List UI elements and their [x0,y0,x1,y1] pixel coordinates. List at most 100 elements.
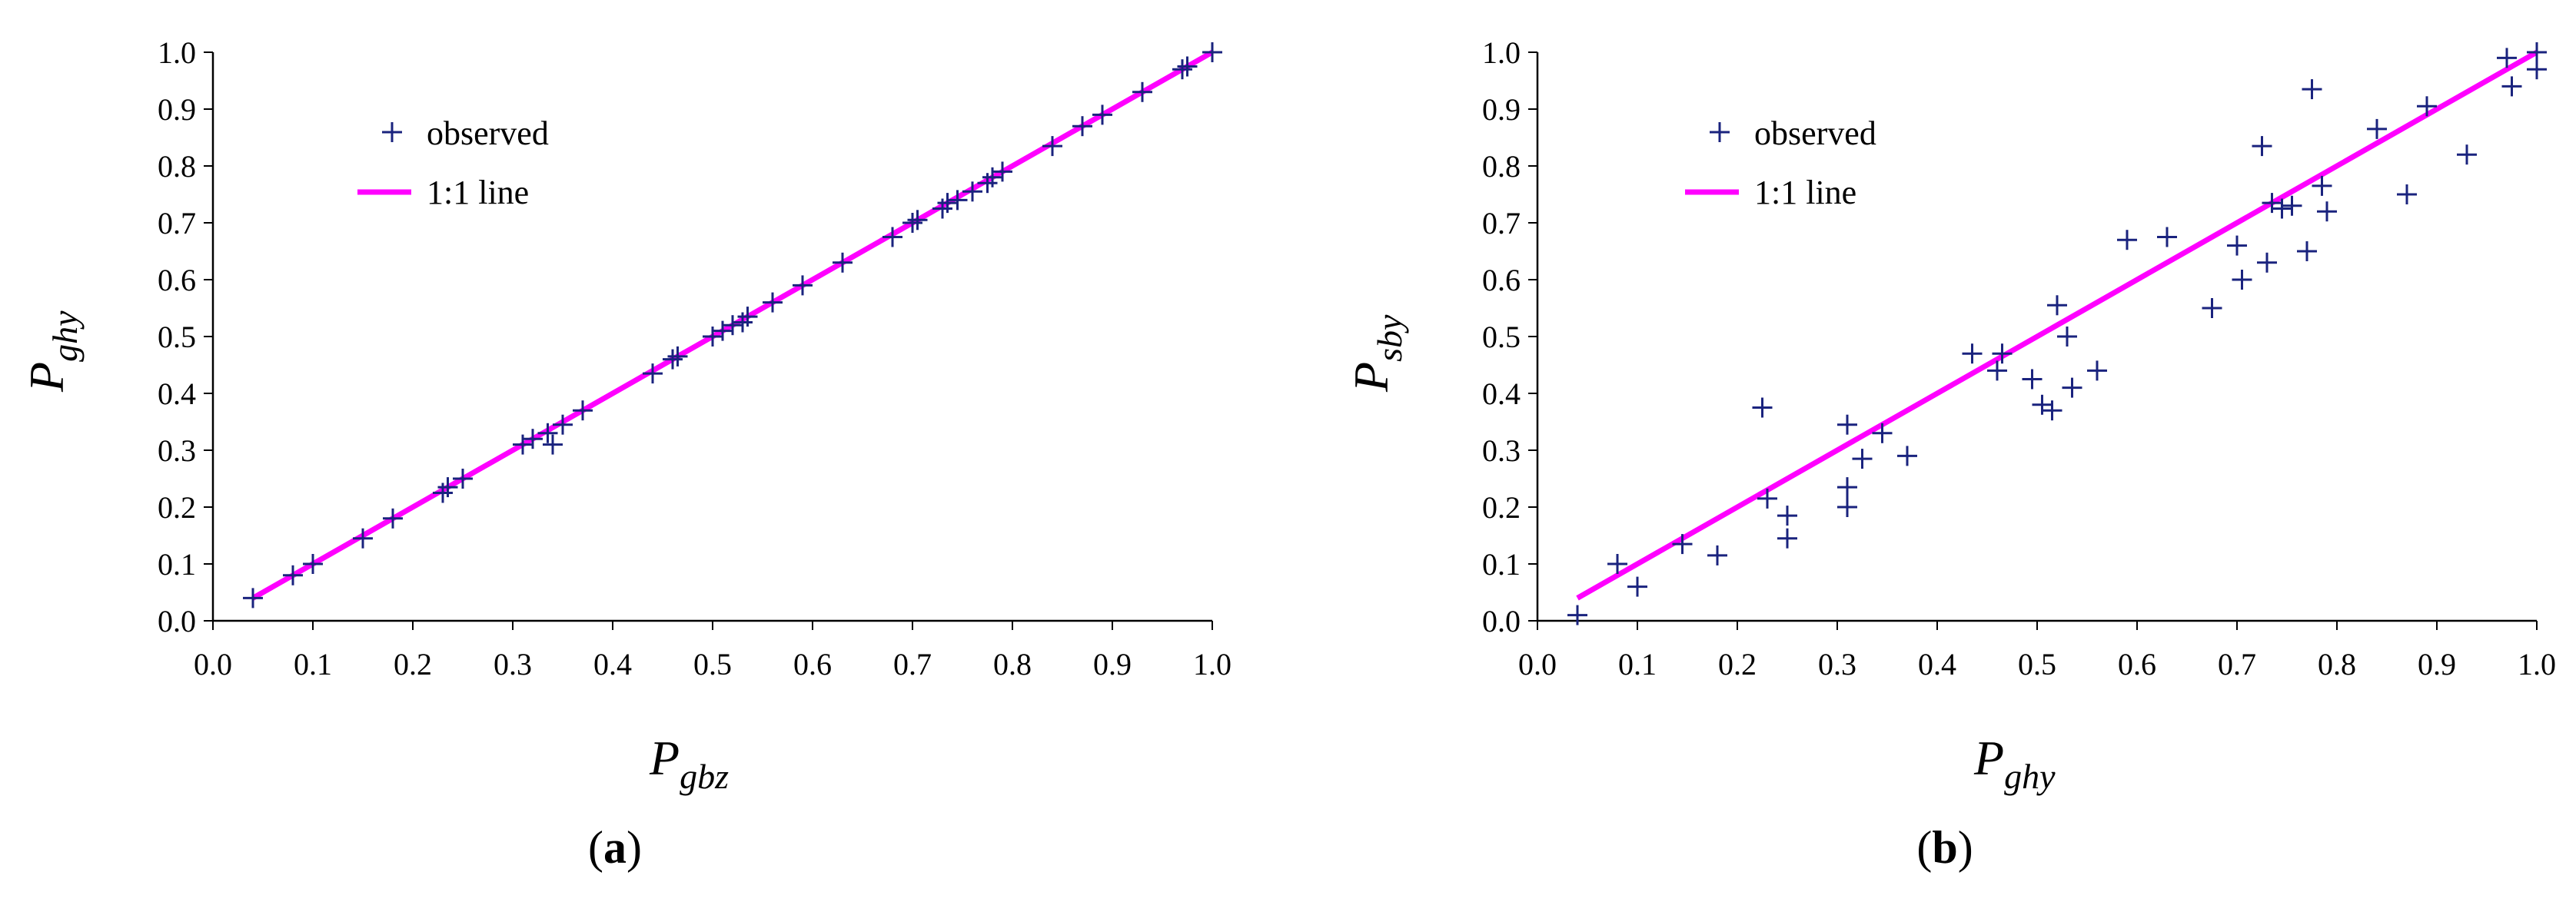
y-axis-title-b: Psby [1344,314,1409,393]
data-point [667,346,688,366]
data-point [763,292,783,313]
data-point [1992,343,2013,364]
x-tick-label: 0.8 [2318,647,2356,681]
data-point [283,565,303,585]
panel-a: 0.0 0.1 0.2 0.3 0.4 0.5 0.6 0.7 0.8 0.9 1.0 0.0 0.1 0… [19,35,1231,873]
axes-b: 0.0 0.1 0.2 0.3 0.4 0.5 0.6 0.7 0.8 0.9 1.0 0.0 0.1 0… [1482,35,2556,681]
data-point [2032,394,2052,415]
data-point [2527,59,2547,80]
y-tick-label: 0.8 [1482,149,1521,184]
x-tick-label: 0.5 [693,647,732,681]
y-tick-label: 0.0 [158,604,196,638]
data-point [573,400,593,421]
data-point [1607,554,1627,574]
data-point [1987,360,2007,381]
data-point [2501,76,2522,97]
data-point [1177,56,1198,77]
data-point [2272,198,2292,219]
x-tick-label: 0.1 [1618,647,1657,681]
data-point [2232,270,2252,290]
y-tick-label: 0.6 [1482,263,1521,297]
data-point [2202,298,2222,318]
data-point [2417,96,2437,117]
y-tick-label: 0.6 [158,263,196,297]
data-point [453,469,473,489]
data-point [543,434,563,455]
legend-observed-label: observed [1754,114,1876,152]
legend-line-label: 1:1 line [427,174,529,211]
data-point [962,181,982,202]
y-tick-label: 0.3 [158,433,196,468]
data-point [1837,414,1857,435]
data-point [2527,42,2547,62]
data-point [1172,59,1192,80]
x-tick-label: 0.4 [1918,647,1956,681]
data-point [2022,369,2043,390]
x-tick-label: 0.8 [993,647,1032,681]
data-point [2047,295,2067,316]
y-tick-label: 0.1 [158,547,196,582]
data-point [2367,118,2387,139]
y-tick-label: 0.4 [158,376,196,411]
data-point [2042,400,2062,421]
data-point [2282,195,2302,216]
axes-a: 0.0 0.1 0.2 0.3 0.4 0.5 0.6 0.7 0.8 0.9 1.0 0.0 0.1 0… [158,35,1231,681]
data-point [793,275,813,296]
x-tick-label: 0.1 [294,647,332,681]
x-tick-label: 0.4 [593,647,632,681]
x-tick-label: 0.0 [194,647,232,681]
data-point [643,363,663,384]
y-tick-label: 1.0 [1482,35,1521,70]
data-point [1777,506,1797,526]
x-tick-label: 0.2 [394,647,432,681]
data-point [737,307,758,327]
x-tick-label: 0.2 [1718,647,1757,681]
data-point [353,528,373,549]
y-tick-label: 0.9 [1482,92,1521,127]
data-point [437,477,458,498]
marks-b [1567,42,2547,625]
data-point [303,554,323,574]
data-point [1092,104,1112,125]
x-tick-label: 0.7 [2218,647,2256,681]
x-tick-label: 1.0 [2518,647,2556,681]
x-tick-label: 1.0 [1193,647,1231,681]
data-point [2257,252,2277,273]
data-point [1627,576,1647,597]
x-tick-label: 0.0 [1518,647,1557,681]
data-point [2397,184,2417,204]
legend-a: observed 1:1 line [357,114,549,211]
y-tick-label: 0.0 [1482,604,1521,638]
y-tick-label: 0.5 [1482,320,1521,354]
data-point [2087,360,2107,381]
legend-observed-label: observed [427,114,549,152]
data-point [537,423,558,443]
y-tick-label: 0.4 [1482,376,1521,411]
data-point [882,227,902,247]
data-point [553,414,573,435]
data-point [992,161,1012,182]
data-point [2117,230,2137,250]
y-tick-label: 0.7 [1482,206,1521,240]
data-point [1872,423,1893,443]
one-to-one-line [1576,49,2538,601]
data-point [243,588,263,609]
y-tick-label: 0.7 [158,206,196,240]
data-point [1752,397,1773,418]
x-axis-title-a: Pgbz [649,731,729,796]
legend-observed-marker [1710,122,1730,142]
x-tick-label: 0.5 [2018,647,2056,681]
x-tick-label: 0.6 [793,647,832,681]
data-point [2312,175,2332,196]
data-point [1897,446,1917,466]
x-tick-label: 0.3 [1818,647,1856,681]
data-point [947,190,968,211]
data-point [1837,497,1857,517]
data-point [2252,136,2272,157]
y-tick-label: 1.0 [158,35,196,70]
data-point [1202,42,1222,62]
x-tick-label: 0.6 [2118,647,2156,681]
x-tick-label: 0.9 [2418,647,2456,681]
data-point [2062,377,2082,398]
